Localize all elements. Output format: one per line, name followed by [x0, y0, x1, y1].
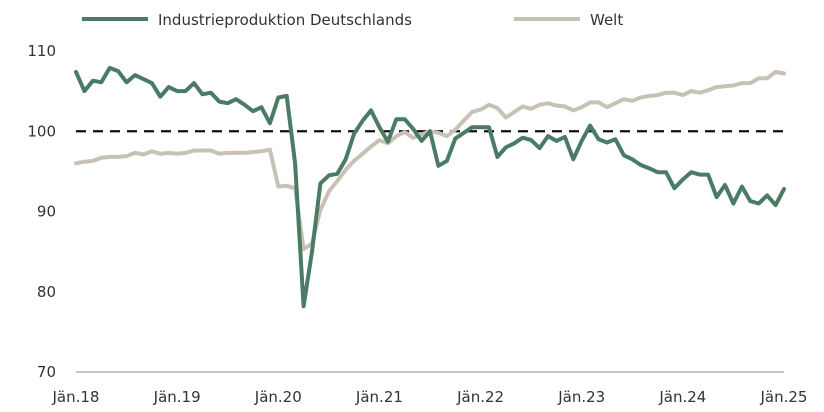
legend-label-industrieproduktion-deutschlands: Industrieproduktion Deutschlands: [158, 11, 412, 29]
series-lines: [74, 65, 786, 309]
x-tick-label: Jän.18: [52, 388, 100, 406]
series-line-industrieproduktion-deutschlands: [74, 65, 786, 309]
y-tick-label-80: 80: [37, 283, 56, 301]
series-line-welt: [74, 69, 786, 252]
y-tick-label-70: 70: [37, 363, 56, 381]
x-tick-label: Jän.21: [355, 388, 403, 406]
x-tick-label: Jän.20: [254, 388, 302, 406]
x-tick-label: Jän.23: [557, 388, 605, 406]
y-tick-label-110: 110: [27, 42, 56, 60]
y-tick-label-90: 90: [37, 203, 56, 221]
x-tick-label: Jän.19: [153, 388, 201, 406]
y-tick-label-100: 100: [27, 122, 56, 140]
x-axis-ticks: Jän.18 Jän.19 Jän.20 Jän.21 Jän.22 Jän.23 Jän.…: [52, 388, 808, 406]
x-tick-label: Jän.22: [456, 388, 504, 406]
x-tick-label: Jän.25: [760, 388, 808, 406]
legend: Industrieproduktion Deutschlands Welt: [82, 11, 623, 29]
x-tick-label: Jän.24: [658, 388, 706, 406]
y-axis-ticks: 70 80 90 100 110: [27, 42, 56, 381]
legend-label-welt: Welt: [590, 11, 623, 29]
